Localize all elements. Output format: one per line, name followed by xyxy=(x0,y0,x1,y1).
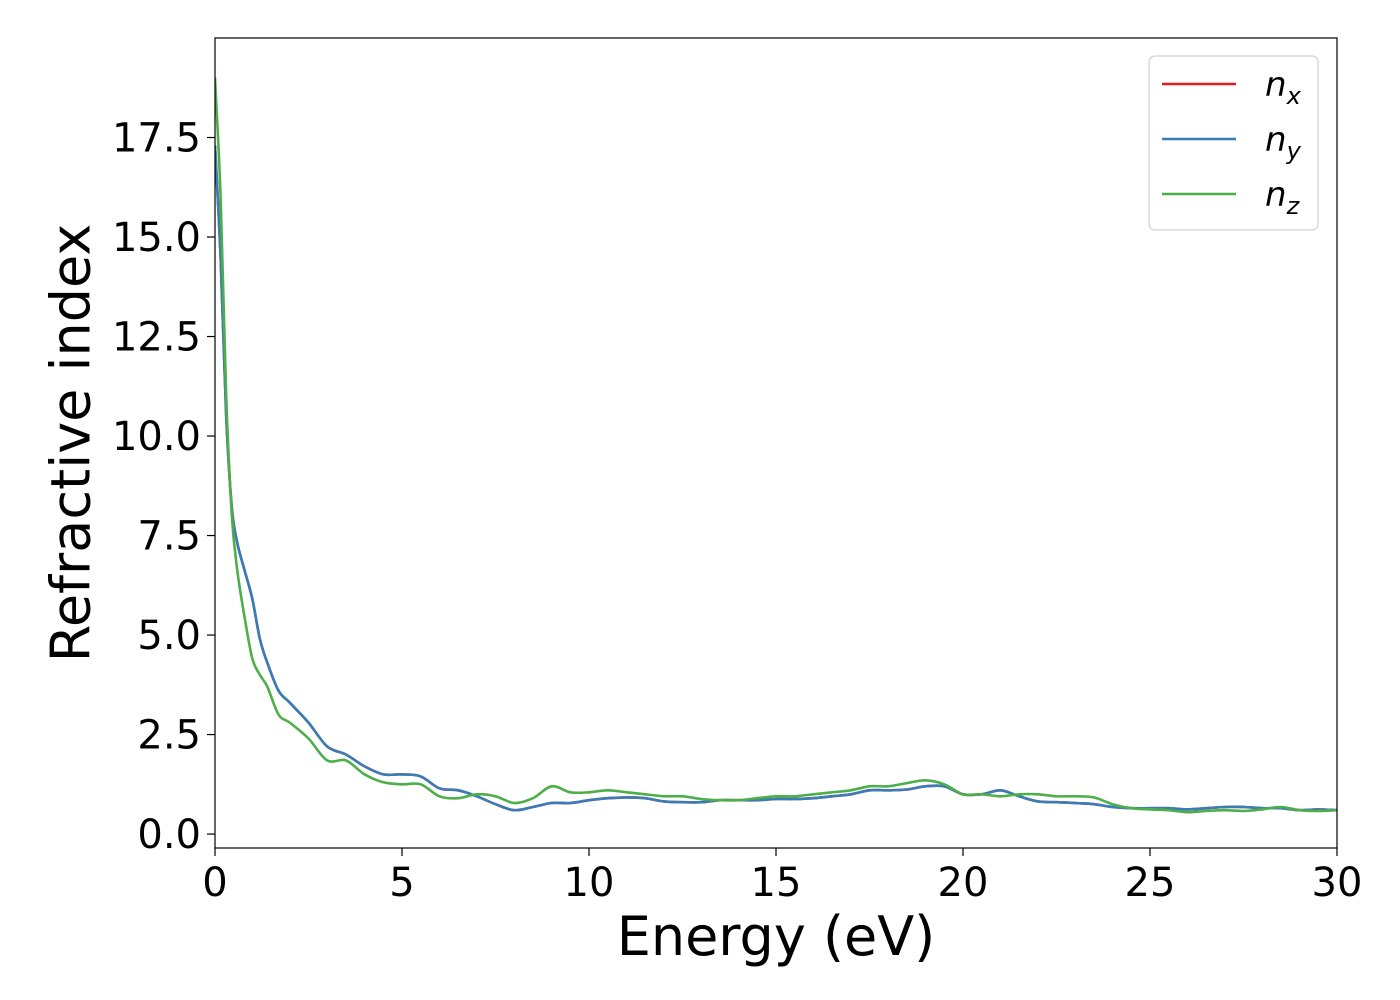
y-axis-ticks: 0.0 2.5 5.0 7.5 10.0 12.5 15.0 17.5 xyxy=(112,116,215,858)
y-axis-label: Refractive index xyxy=(40,224,103,663)
legend-box xyxy=(1148,55,1319,231)
y-tick-label: 10.0 xyxy=(112,414,201,460)
y-tick-label: 0.0 xyxy=(137,812,201,858)
y-tick-label: 12.5 xyxy=(112,315,201,361)
x-tick-label: 20 xyxy=(938,860,989,906)
legend-label-base: n xyxy=(1265,120,1287,160)
legend-label-subscript: z xyxy=(1286,192,1301,220)
y-tick-label: 15.0 xyxy=(112,215,201,261)
y-tick-label: 2.5 xyxy=(137,713,201,759)
legend-label-base: n xyxy=(1265,65,1287,105)
series-line-n-z xyxy=(215,77,1337,814)
legend-label: ny xyxy=(1265,120,1302,165)
y-tick-label: 7.5 xyxy=(137,514,201,560)
x-tick-label: 15 xyxy=(751,860,802,906)
x-tick-label: 5 xyxy=(389,860,414,906)
x-axis-ticks: 0 5 10 15 20 25 30 xyxy=(202,848,1362,906)
x-tick-label: 0 xyxy=(202,860,227,906)
x-tick-label: 25 xyxy=(1125,860,1176,906)
legend-label-subscript: x xyxy=(1286,82,1302,110)
y-tick-label: 17.5 xyxy=(112,116,201,162)
legend-label-base: n xyxy=(1265,175,1287,215)
legend-label-subscript: y xyxy=(1286,137,1302,165)
x-tick-label: 10 xyxy=(564,860,615,906)
series-lines xyxy=(215,77,1337,814)
x-axis-label: Energy (eV) xyxy=(617,905,936,968)
x-tick-label: 30 xyxy=(1312,860,1363,906)
y-tick-label: 5.0 xyxy=(137,613,201,659)
legend-label: nx xyxy=(1265,65,1302,110)
legend-label: nz xyxy=(1265,175,1301,220)
